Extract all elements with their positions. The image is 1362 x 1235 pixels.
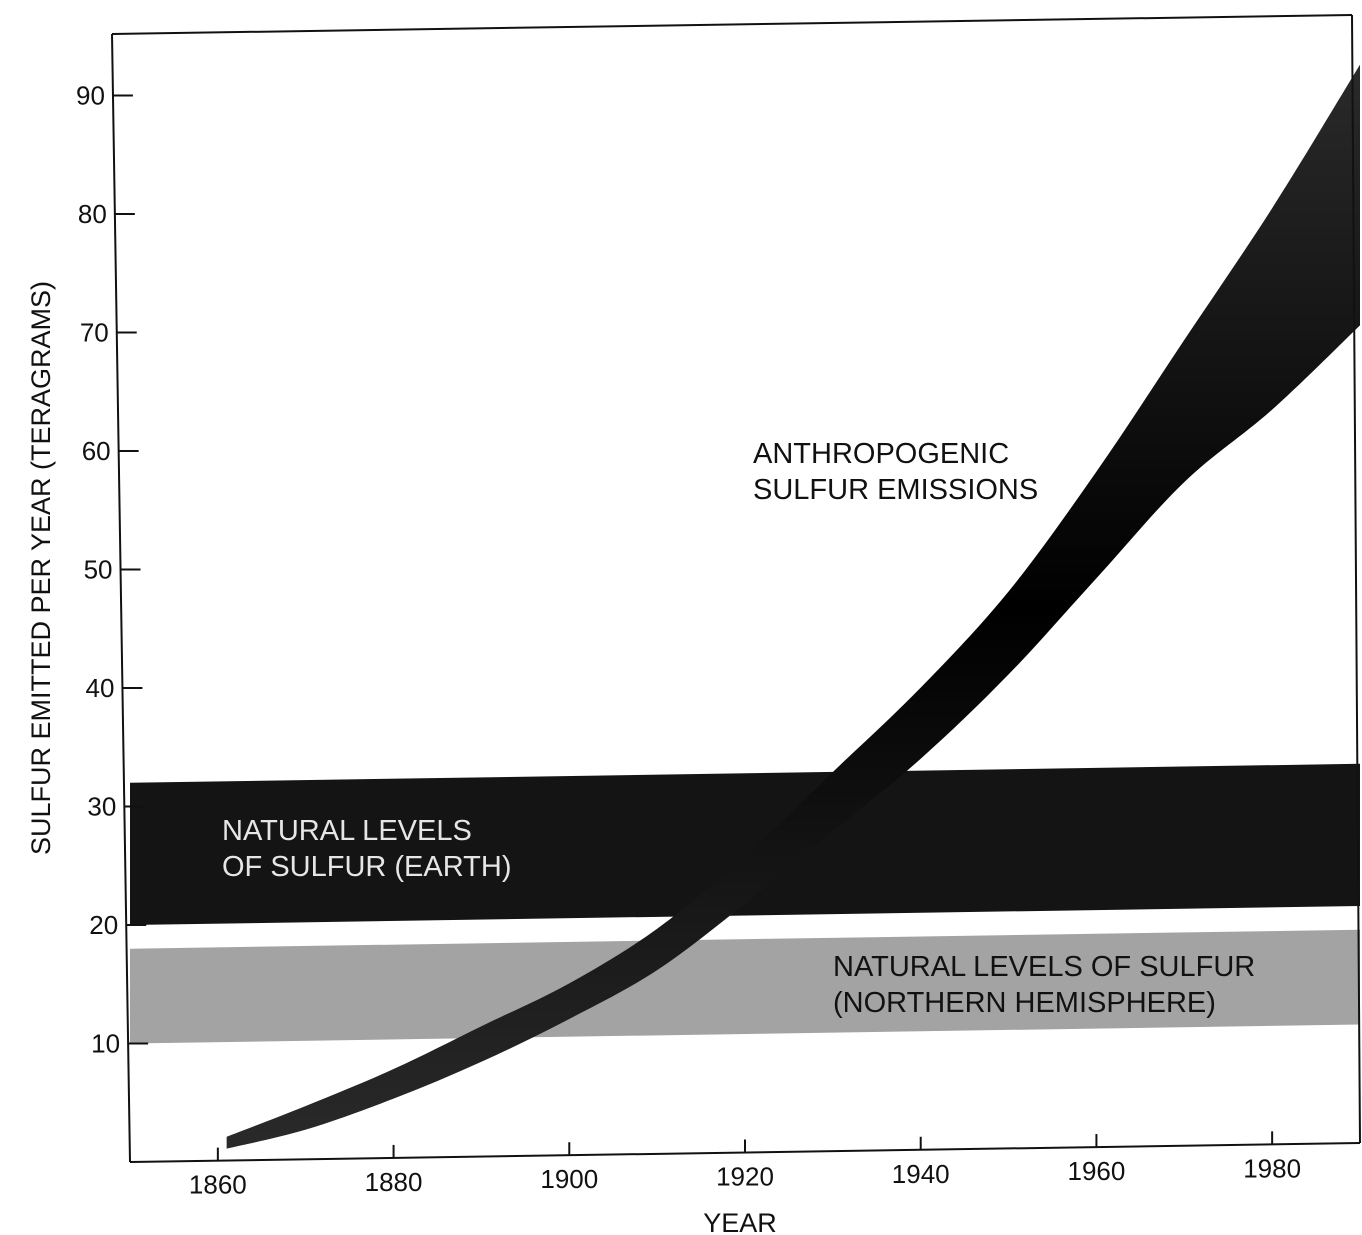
anthropogenic-label: ANTHROPOGENIC SULFUR EMISSIONS bbox=[753, 438, 1038, 506]
x-tick-label-1860: 1860 bbox=[189, 1170, 247, 1200]
hemisphere-band-label-line-1: NATURAL LEVELS OF SULFUR bbox=[833, 951, 1255, 983]
y-tick-label-80: 80 bbox=[78, 199, 107, 229]
y-axis-line bbox=[111, 33, 131, 1163]
y-axis-title: SULFUR EMITTED PER YEAR (TERAGRAMS) bbox=[26, 281, 56, 855]
y-tick-label-70: 70 bbox=[80, 318, 109, 348]
earth-natural-band bbox=[130, 763, 1360, 925]
hemisphere-band-label-line-2: (NORTHERN HEMISPHERE) bbox=[833, 987, 1216, 1019]
earth-band-label: NATURAL LEVELS OF SULFUR (EARTH) bbox=[222, 815, 511, 883]
y-tick-label-40: 40 bbox=[85, 673, 114, 703]
earth-band-label-line-1: NATURAL LEVELS bbox=[222, 815, 472, 847]
y-tick-label-60: 60 bbox=[82, 436, 111, 466]
x-tick-label-1900: 1900 bbox=[540, 1164, 598, 1194]
earth-band-label-line-2: OF SULFUR (EARTH) bbox=[222, 851, 511, 883]
x-tick-label-1920: 1920 bbox=[716, 1162, 774, 1192]
hemisphere-band-label: NATURAL LEVELS OF SULFUR (NORTHERN HEMIS… bbox=[833, 951, 1263, 1019]
natural-bands bbox=[130, 763, 1360, 1044]
x-tick-label-1960: 1960 bbox=[1068, 1156, 1126, 1186]
y-tick-label-90: 90 bbox=[76, 81, 105, 111]
x-tick-label-1980: 1980 bbox=[1243, 1153, 1301, 1183]
top-frame-line bbox=[111, 14, 1353, 35]
x-tick-label-1940: 1940 bbox=[892, 1159, 950, 1189]
x-tick-label-1880: 1880 bbox=[365, 1167, 423, 1197]
right-frame-line bbox=[1351, 14, 1361, 1144]
y-tick-label-30: 30 bbox=[87, 792, 116, 822]
anthropogenic-label-line-2: SULFUR EMISSIONS bbox=[753, 474, 1038, 506]
y-tick-label-10: 10 bbox=[91, 1029, 120, 1059]
x-axis-title: YEAR bbox=[703, 1208, 777, 1235]
y-tick-label-50: 50 bbox=[84, 555, 113, 585]
anthropogenic-label-line-1: ANTHROPOGENIC bbox=[753, 438, 1009, 470]
hemisphere-natural-band bbox=[130, 929, 1360, 1044]
y-tick-label-20: 20 bbox=[89, 910, 118, 940]
axis-ticks: 1860 1880 1900 1920 1940 1960 1980 10 20 30 40 50 60… bbox=[76, 81, 1301, 1200]
